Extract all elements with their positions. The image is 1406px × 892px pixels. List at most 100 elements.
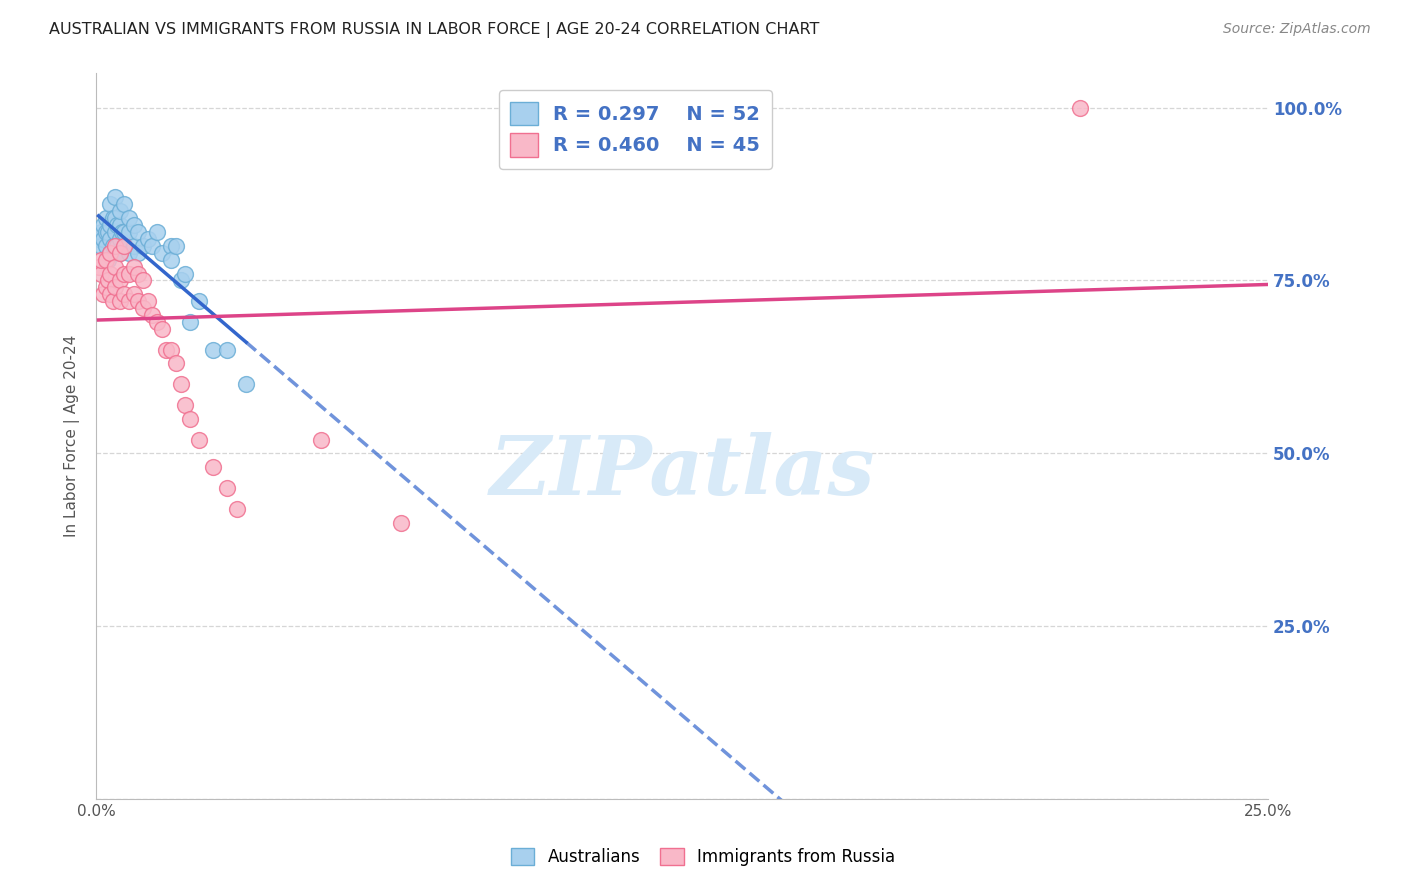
Point [108, 245, 131, 260]
Point [101, 294, 124, 309]
Point [169, 273, 191, 287]
Point [146, 315, 169, 329]
Point [174, 267, 197, 281]
Point [122, 287, 145, 301]
Point [202, 460, 225, 475]
Point [122, 260, 145, 274]
Point [160, 239, 183, 253]
Point [112, 239, 135, 253]
Point [112, 239, 135, 253]
Point [97, 273, 120, 287]
Point [122, 218, 145, 232]
Point [160, 343, 183, 357]
Point [202, 343, 225, 357]
Point [127, 294, 149, 309]
Point [87, 232, 110, 246]
Point [217, 343, 239, 357]
Point [112, 197, 135, 211]
Point [118, 211, 141, 226]
Legend: Australians, Immigrants from Russia: Australians, Immigrants from Russia [505, 841, 901, 873]
Point [101, 239, 124, 253]
Point [132, 239, 155, 253]
Text: AUSTRALIAN VS IMMIGRANTS FROM RUSSIA IN LABOR FORCE | AGE 20-24 CORRELATION CHAR: AUSTRALIAN VS IMMIGRANTS FROM RUSSIA IN … [49, 22, 820, 38]
Point [108, 294, 131, 309]
Point [105, 239, 128, 253]
Point [91, 287, 114, 301]
Point [309, 433, 332, 447]
Point [150, 322, 173, 336]
Point [98, 267, 121, 281]
Text: ZIPatlas: ZIPatlas [489, 433, 875, 512]
Point [112, 287, 135, 301]
Point [160, 252, 183, 267]
Point [104, 245, 127, 260]
Point [188, 294, 211, 309]
Point [104, 280, 127, 294]
Point [90, 225, 112, 239]
Point [104, 225, 127, 239]
Point [108, 232, 131, 246]
Point [132, 301, 155, 315]
Point [155, 343, 177, 357]
Point [104, 239, 127, 253]
Point [98, 218, 121, 232]
Point [141, 239, 163, 253]
Point [111, 225, 134, 239]
Text: Source: ZipAtlas.com: Source: ZipAtlas.com [1223, 22, 1371, 37]
Point [90, 252, 112, 267]
Point [136, 232, 159, 246]
Point [98, 245, 121, 260]
Point [105, 218, 128, 232]
Point [91, 232, 114, 246]
Point [235, 377, 257, 392]
Point [97, 225, 120, 239]
Point [104, 260, 127, 274]
Point [127, 267, 149, 281]
Point [94, 280, 117, 294]
Point [118, 245, 141, 260]
Point [169, 377, 191, 392]
Point [136, 294, 159, 309]
Point [94, 225, 117, 239]
Point [217, 481, 239, 495]
Point [389, 516, 412, 530]
Point [108, 218, 131, 232]
Point [225, 501, 247, 516]
Point [104, 211, 127, 226]
Point [94, 252, 117, 267]
Point [150, 245, 173, 260]
Y-axis label: In Labor Force | Age 20-24: In Labor Force | Age 20-24 [65, 334, 80, 537]
Legend: R = 0.297    N = 52, R = 0.460    N = 45: R = 0.297 N = 52, R = 0.460 N = 45 [499, 90, 772, 169]
Point [98, 287, 121, 301]
Point [104, 190, 127, 204]
Point [101, 211, 124, 226]
Point [108, 204, 131, 219]
Point [97, 252, 120, 267]
Point [94, 239, 117, 253]
Point [165, 356, 187, 370]
Point [146, 225, 169, 239]
Point [127, 245, 149, 260]
Point [91, 218, 114, 232]
Point [98, 245, 121, 260]
Point [132, 273, 155, 287]
Point [108, 245, 131, 260]
Point [118, 267, 141, 281]
Point [90, 239, 112, 253]
Point [127, 225, 149, 239]
Point [122, 239, 145, 253]
Point [98, 232, 121, 246]
Point [179, 315, 201, 329]
Point [87, 260, 110, 274]
Point [108, 273, 131, 287]
Point [94, 211, 117, 226]
Point [188, 433, 211, 447]
Point [118, 225, 141, 239]
Point [90, 267, 112, 281]
Point [112, 225, 135, 239]
Point [1069, 101, 1091, 115]
Point [98, 197, 121, 211]
Point [112, 267, 135, 281]
Point [165, 239, 187, 253]
Point [118, 294, 141, 309]
